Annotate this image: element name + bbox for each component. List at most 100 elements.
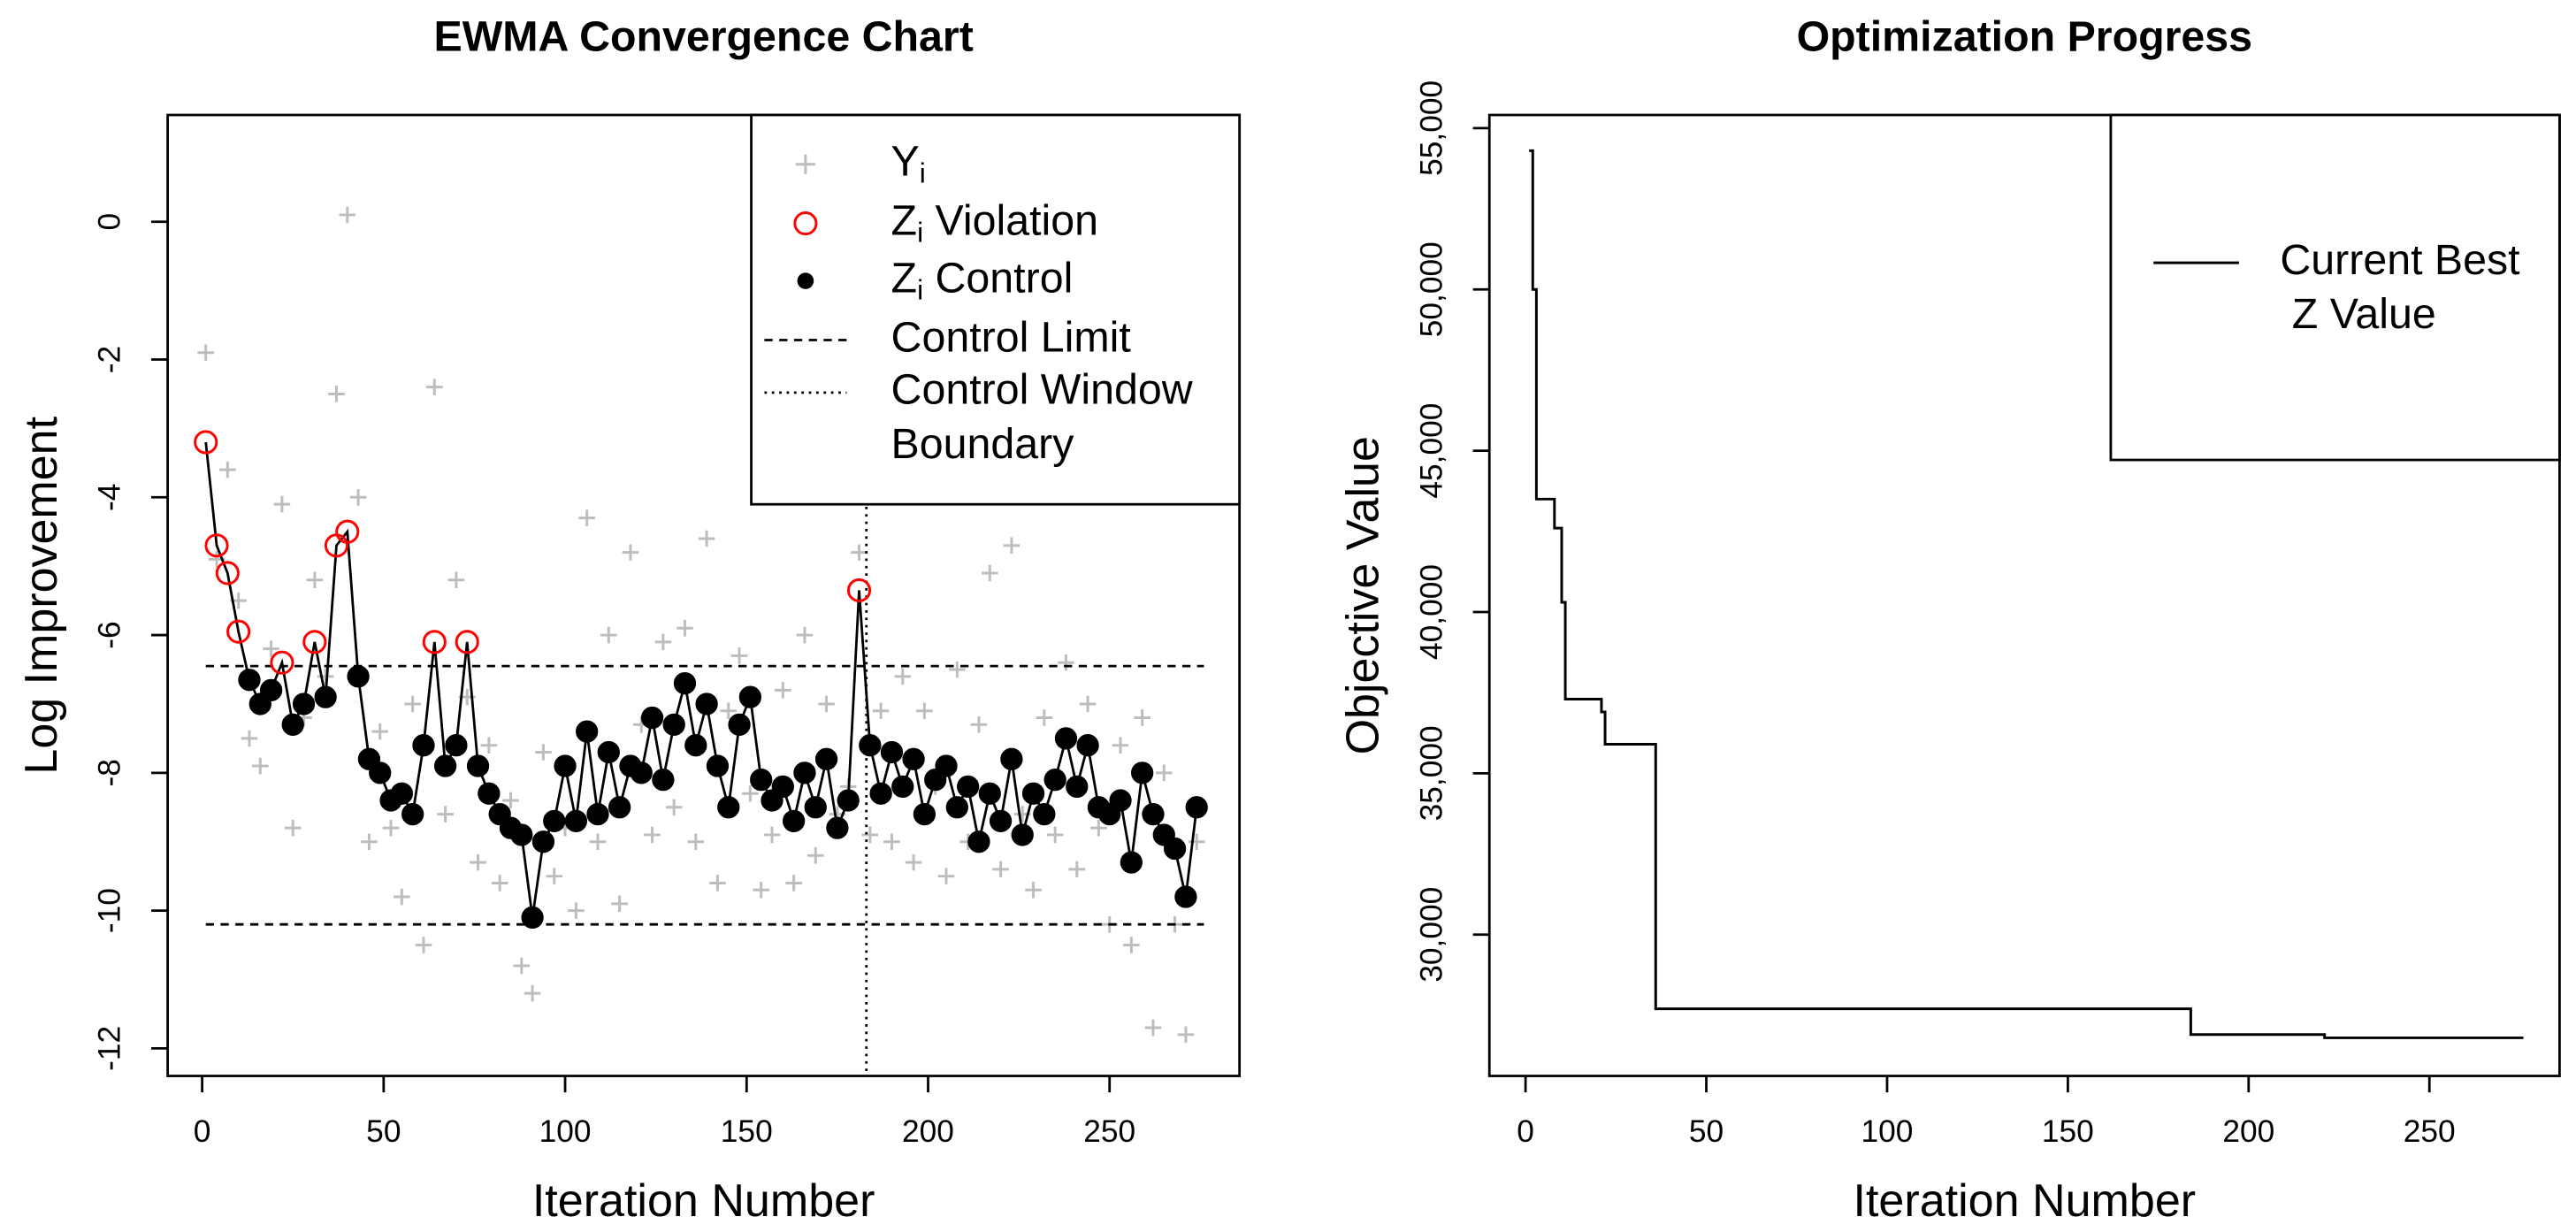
control-point — [814, 747, 838, 770]
control-point — [1066, 775, 1089, 799]
control-point — [369, 761, 392, 784]
control-point — [989, 809, 1013, 832]
control-point — [793, 761, 816, 784]
observation-point — [1144, 1019, 1162, 1037]
violation-point — [335, 519, 360, 544]
observation-point — [1046, 826, 1064, 844]
control-point — [935, 754, 958, 777]
observation-point — [600, 626, 617, 644]
violation-point — [422, 630, 447, 654]
observation-point — [622, 544, 639, 561]
y-tick-label: -10 — [93, 888, 127, 933]
observation-point — [872, 702, 890, 720]
control-point — [804, 796, 827, 819]
control-point — [640, 706, 664, 730]
control-point — [314, 685, 337, 708]
observation-point — [665, 799, 683, 816]
observation-point — [1177, 1026, 1195, 1044]
control-point — [771, 775, 794, 799]
observation-point — [371, 723, 389, 740]
y-tick-label: 40,000 — [1414, 564, 1449, 660]
x-tick-label: 200 — [2222, 1114, 2274, 1149]
x-axis-label: Iteration Number — [1854, 1175, 2197, 1227]
control-point — [1076, 734, 1099, 757]
control-point — [673, 671, 697, 695]
legend-label-main: Z — [891, 254, 918, 302]
control-point — [238, 669, 261, 692]
observation-point — [513, 957, 531, 975]
control-point — [281, 713, 304, 736]
observation-point — [524, 984, 541, 1002]
observation-point — [949, 661, 966, 678]
x-tick-label: 150 — [2042, 1114, 2094, 1149]
control-point — [1120, 851, 1143, 874]
control-point — [586, 802, 609, 826]
observation-point — [905, 853, 922, 871]
observation-point — [349, 489, 367, 506]
control-point — [564, 809, 588, 832]
violation-point — [455, 630, 479, 654]
observation-point — [687, 833, 705, 851]
legend-label: Boundary — [891, 420, 1075, 468]
control-point — [259, 678, 283, 702]
x-tick-label: 250 — [2404, 1114, 2456, 1149]
observation-point — [981, 564, 998, 582]
plot-frame — [1487, 113, 2561, 1077]
observation-point — [568, 902, 585, 919]
legend-symbol — [797, 272, 814, 289]
observation-point — [578, 509, 595, 526]
observation-point — [339, 206, 356, 224]
y-tick-label: 35,000 — [1414, 725, 1449, 821]
observation-point — [546, 868, 563, 884]
control-point — [978, 782, 1001, 805]
observation-point — [861, 826, 879, 844]
observation-point — [742, 784, 759, 802]
observation-point — [709, 875, 726, 891]
observation-point — [382, 819, 400, 837]
control-point — [1142, 802, 1165, 826]
control-point — [390, 782, 413, 805]
x-axis-label: Iteration Number — [532, 1175, 875, 1227]
x-tick-label: 0 — [1517, 1114, 1534, 1149]
control-point — [1131, 761, 1154, 784]
control-point — [1033, 802, 1056, 826]
chart-title: EWMA Convergence Chart — [433, 12, 973, 60]
control-point — [891, 775, 914, 799]
observation-point — [1036, 709, 1053, 726]
y-axis-label: Log Improvement — [16, 416, 67, 774]
observation-point — [263, 640, 279, 657]
legend-box — [750, 113, 1242, 506]
observation-point — [415, 937, 432, 953]
chart-title: Optimization Progress — [1797, 12, 2252, 60]
observation-point — [361, 833, 378, 851]
violation-point — [270, 650, 294, 675]
observation-point — [937, 868, 955, 884]
control-point — [412, 734, 435, 757]
control-point — [608, 796, 631, 819]
control-point — [466, 754, 490, 777]
control-point — [510, 823, 533, 846]
y-tick-label: 55,000 — [1414, 80, 1449, 176]
observation-point — [1068, 861, 1086, 878]
observation-point — [1079, 695, 1097, 713]
control-point — [869, 782, 892, 805]
control-point — [738, 685, 762, 708]
x-tick-label: 100 — [1861, 1114, 1913, 1149]
control-point — [859, 734, 882, 757]
control-point — [576, 720, 599, 743]
y-tick-label: -6 — [93, 621, 127, 648]
observation-point — [328, 386, 345, 402]
observation-point — [470, 853, 486, 871]
x-tick-label: 200 — [902, 1114, 954, 1149]
legend-label-sub: i — [917, 217, 923, 249]
x-tick-label: 150 — [721, 1114, 773, 1149]
control-point — [782, 809, 806, 832]
legend-symbol — [795, 154, 816, 174]
y-tick-label: -12 — [93, 1026, 127, 1071]
control-point — [543, 809, 566, 832]
observation-point — [763, 826, 781, 844]
legend-label-sub: i — [920, 157, 926, 189]
control-point — [401, 802, 424, 826]
y-tick-label: 30,000 — [1414, 887, 1449, 983]
control-point — [478, 782, 501, 805]
